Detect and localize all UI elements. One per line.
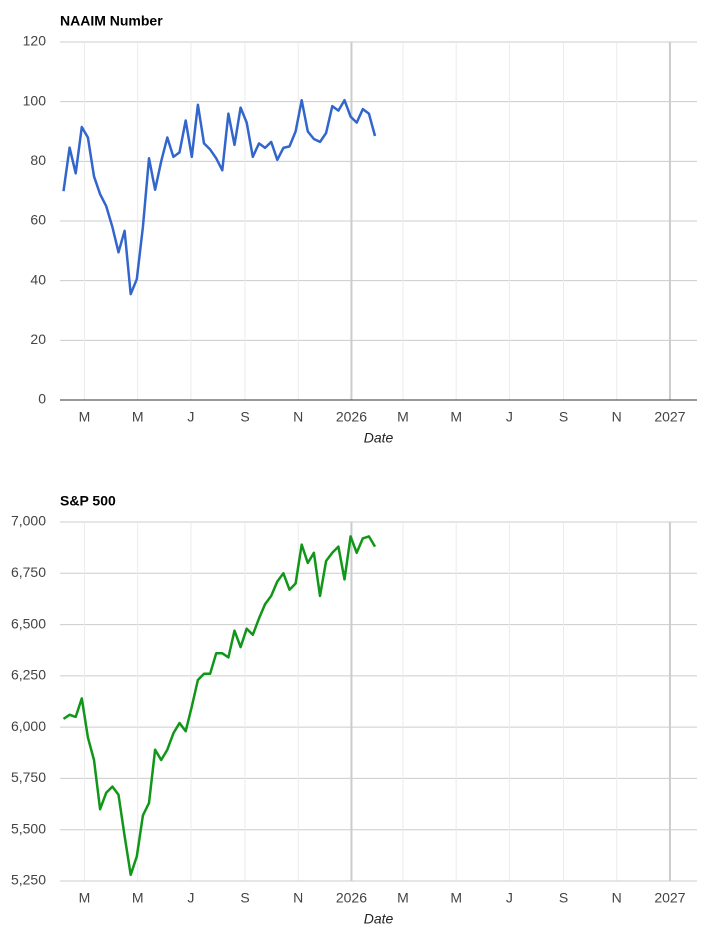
data-line	[62, 98, 377, 296]
x-tick-label: S	[559, 890, 568, 906]
x-tick-label: S	[240, 890, 249, 906]
y-tick-label: 100	[23, 92, 47, 108]
x-axis-label: Date	[364, 430, 394, 446]
x-tick-label: J	[506, 890, 513, 906]
x-tick-label: J	[187, 409, 194, 425]
x-tick-label: M	[397, 409, 409, 425]
y-tick-label: 5,500	[11, 820, 46, 836]
x-tick-label: J	[506, 409, 513, 425]
y-tick-label: 0	[38, 391, 46, 407]
x-tick-label: M	[397, 890, 409, 906]
y-tick-label: 40	[30, 271, 46, 287]
x-tick-label: M	[450, 890, 462, 906]
x-tick-label: 2027	[654, 890, 685, 906]
x-tick-label: J	[187, 890, 194, 906]
x-axis-label: Date	[364, 911, 394, 927]
y-tick-label: 6,500	[11, 615, 46, 631]
chart-title: NAAIM Number	[60, 13, 163, 29]
y-tick-label: 6,000	[11, 718, 46, 734]
x-tick-label: N	[612, 890, 622, 906]
x-tick-label: N	[293, 890, 303, 906]
x-tick-label: N	[612, 409, 622, 425]
x-tick-label: M	[79, 890, 91, 906]
y-tick-label: 80	[30, 152, 46, 168]
y-tick-label: 6,750	[11, 564, 46, 580]
x-tick-label: M	[132, 409, 144, 425]
y-tick-label: 7,000	[11, 513, 46, 529]
x-tick-label: 2026	[336, 409, 367, 425]
chart-title: S&P 500	[60, 493, 116, 509]
x-tick-label: 2027	[654, 409, 685, 425]
x-tick-label: S	[559, 409, 568, 425]
y-tick-label: 20	[30, 331, 46, 347]
y-tick-label: 60	[30, 212, 46, 228]
x-tick-label: 2026	[336, 890, 367, 906]
y-tick-label: 6,250	[11, 667, 46, 683]
x-tick-label: M	[132, 890, 144, 906]
x-tick-label: N	[293, 409, 303, 425]
x-tick-label: M	[79, 409, 91, 425]
y-tick-label: 5,750	[11, 769, 46, 785]
y-tick-label: 120	[23, 33, 47, 49]
y-tick-label: 5,250	[11, 872, 46, 888]
x-tick-label: M	[450, 409, 462, 425]
data-line	[62, 535, 377, 877]
x-tick-label: S	[240, 409, 249, 425]
